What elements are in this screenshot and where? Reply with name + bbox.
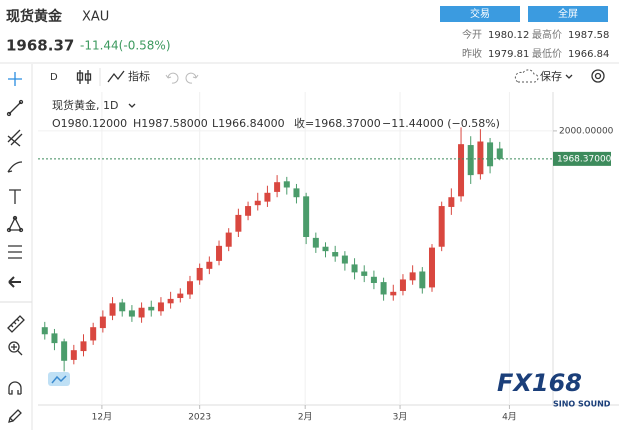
candle-body <box>496 148 503 159</box>
stat-label: 最高价 <box>532 28 562 41</box>
candle-body <box>235 214 242 232</box>
candle-body <box>119 302 126 312</box>
trade-button-label[interactable]: 交易 <box>470 7 490 20</box>
fullscreen-button-label[interactable]: 全屏 <box>558 7 578 20</box>
stat-value: 1980.12 <box>488 30 529 41</box>
candle-body <box>177 293 184 299</box>
settings-icon-center <box>594 72 602 80</box>
stat-value: 1979.81 <box>488 49 529 60</box>
candle-body <box>380 282 387 295</box>
watermark-brand: FX168 <box>497 369 582 397</box>
candle-body <box>70 350 77 360</box>
tv-logo-mark <box>51 375 67 384</box>
candle-body <box>254 200 261 206</box>
undo-icon[interactable] <box>165 72 179 84</box>
candle-body <box>186 281 193 295</box>
indicators-button[interactable]: 指标 <box>128 69 150 83</box>
candle-body <box>206 261 213 269</box>
settings-icon[interactable] <box>591 69 605 83</box>
stat-label: 昨收 <box>462 47 482 60</box>
candle-body <box>332 252 339 257</box>
candle-body <box>458 144 465 197</box>
candle-body <box>245 206 252 216</box>
save-dropdown[interactable] <box>565 74 573 79</box>
ohlc-legend: −11.44000 (−0.58%) <box>382 117 500 130</box>
y-tick-label: 2000.00000 <box>559 126 614 136</box>
candle-body <box>148 306 155 311</box>
x-tick-label: 3月 <box>393 412 408 423</box>
price-label: 1968.37000 <box>557 154 612 164</box>
drawing-toolbar <box>0 72 32 423</box>
candle-body <box>109 303 116 316</box>
ohlc-legend: O1980.12000 <box>52 117 127 130</box>
candle-body <box>351 264 358 273</box>
ohlc-legend: H1987.58000 <box>133 117 208 130</box>
candle-body <box>370 276 377 283</box>
ohlc-legend: 收=1968.37000 <box>294 116 381 130</box>
interval-button[interactable]: D <box>50 72 58 83</box>
candle-body <box>61 341 68 361</box>
save-button[interactable]: 保存 <box>540 69 562 83</box>
candle-body <box>167 298 174 304</box>
ohlc-legend: L1966.84000 <box>212 117 285 130</box>
stat-label: 最低价 <box>532 47 562 60</box>
cloud-icon <box>514 69 539 83</box>
candle-body <box>225 232 232 247</box>
candle-body <box>438 206 445 247</box>
last-price: 1968.37 <box>6 37 74 55</box>
indicators-icon[interactable] <box>107 70 125 83</box>
chart-title: 现货黄金, 1D <box>52 98 118 112</box>
candle-body <box>216 245 223 261</box>
x-tick-label: 12月 <box>92 412 112 423</box>
redo-icon[interactable] <box>185 72 199 84</box>
candle-body <box>41 327 48 335</box>
candle-body <box>99 316 106 329</box>
candle-body <box>322 246 329 252</box>
candle-body <box>448 197 455 207</box>
candle-body <box>293 188 300 198</box>
price-label-box <box>553 151 611 166</box>
candle-body <box>487 142 494 167</box>
candle-body <box>196 267 203 281</box>
candle-body <box>390 291 397 296</box>
candle-body <box>264 192 271 202</box>
fullscreen-button[interactable] <box>528 6 608 22</box>
title-dropdown[interactable] <box>128 103 136 108</box>
trade-button[interactable] <box>440 6 520 22</box>
watermark-sub: SINO SOUND <box>553 400 611 409</box>
candle-body <box>303 196 310 238</box>
candle-body <box>312 237 319 248</box>
candle-body <box>419 271 426 289</box>
candle-body <box>467 145 474 176</box>
candle-body <box>409 272 416 281</box>
candle-body <box>80 341 87 352</box>
candle-body <box>341 255 348 264</box>
candle-body <box>51 333 58 344</box>
candle-body <box>138 307 145 318</box>
candle-body <box>428 247 435 288</box>
instrument-symbol: XAU <box>82 10 109 25</box>
x-tick-label: 2023 <box>188 413 211 423</box>
x-tick-label: 2月 <box>298 412 313 423</box>
candle-body <box>283 181 290 188</box>
candle-body <box>274 182 281 192</box>
candle-body <box>90 327 97 341</box>
stat-value: 1987.58 <box>568 30 609 41</box>
candle-body <box>128 310 135 317</box>
candle-body <box>477 141 484 175</box>
instrument-name: 现货黄金 <box>6 8 63 25</box>
plot-area: 2000.00000 12月 2023 2月 3月 4月 1968.37000 <box>38 92 614 423</box>
chart-style-icon[interactable] <box>76 70 92 84</box>
price-change: -11.44(-0.58%) <box>80 39 171 53</box>
candle-body <box>157 302 164 312</box>
candle-body <box>361 271 368 276</box>
x-tick-label: 4月 <box>502 412 517 423</box>
candle-body <box>399 279 406 291</box>
stat-value: 1966.84 <box>568 49 609 60</box>
stat-label: 今开 <box>462 28 482 41</box>
